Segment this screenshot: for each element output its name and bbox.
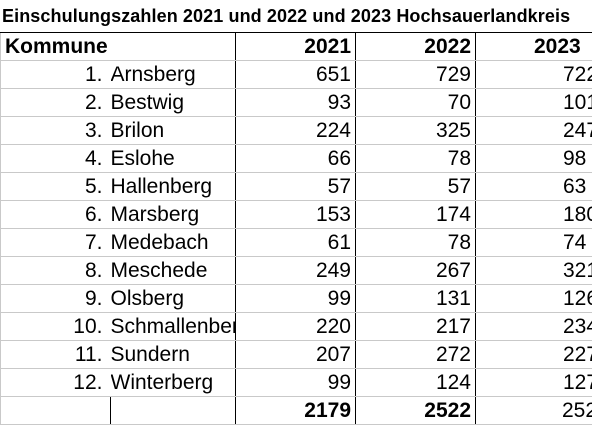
row-name[interactable]: Hallenberg xyxy=(110,172,236,201)
table-row: 2.Bestwig9370101 xyxy=(0,88,592,117)
cell-2022[interactable]: 325 xyxy=(355,116,476,145)
row-name[interactable]: Olsberg xyxy=(110,284,236,313)
total-empty[interactable] xyxy=(0,396,111,425)
total-empty-2[interactable] xyxy=(110,396,236,425)
table-row: 7. Medebach 61 78 74 xyxy=(0,228,592,257)
cell-2023[interactable]: 722 xyxy=(475,60,592,89)
header-2021[interactable]: 2021 xyxy=(235,32,356,61)
cell-2022[interactable]: 272 xyxy=(355,340,476,369)
row-name[interactable]: Arnsberg xyxy=(110,60,236,89)
cell-2022[interactable]: 729 xyxy=(355,60,476,89)
cell-2022[interactable]: 78 xyxy=(355,144,476,173)
table-row: 10.Schmallenberg220217234 xyxy=(0,312,592,341)
total-2023[interactable]: 2520 xyxy=(475,396,592,425)
cell-2022[interactable]: 217 xyxy=(355,312,476,341)
header-2023[interactable]: 2023 xyxy=(475,32,592,61)
row-index[interactable]: 4. xyxy=(0,144,111,173)
cell-2022[interactable]: 70 xyxy=(355,88,476,117)
cell-2023[interactable]: 101 xyxy=(475,88,592,117)
total-row: 217925222520 xyxy=(0,396,592,425)
header-2022[interactable]: 2022 xyxy=(355,32,476,61)
table-row: 12.Winterberg99124127 xyxy=(0,368,592,397)
table-row: 8.Meschede249267321 xyxy=(0,256,592,285)
cell-2023[interactable]: 247 xyxy=(475,116,592,145)
cell-2022[interactable]: 124 xyxy=(355,368,476,397)
row-name[interactable]: Marsberg xyxy=(110,200,236,229)
row-index[interactable]: 3. xyxy=(0,116,111,145)
cell-2021[interactable]: 61 xyxy=(235,228,356,257)
row-name[interactable]: Meschede xyxy=(110,256,236,285)
row-name[interactable]: Schmallenberg xyxy=(110,312,236,341)
row-index[interactable]: 1. xyxy=(0,60,111,89)
cell-2021[interactable]: 651 xyxy=(235,60,356,89)
cell-2022[interactable]: 57 xyxy=(355,172,476,201)
cell-2021[interactable]: 66 xyxy=(235,144,356,173)
row-name[interactable]: Brilon xyxy=(110,116,236,145)
header-row: Kommune 2021 2022 2023 xyxy=(0,32,592,61)
row-index[interactable]: 5. xyxy=(0,172,111,201)
table-row: 3.Brilon224325247 xyxy=(0,116,592,145)
cell-2022[interactable]: 78 xyxy=(355,228,476,257)
row-name[interactable]: Winterberg xyxy=(110,368,236,397)
row-name[interactable]: Sundern xyxy=(110,340,236,369)
cell-2021[interactable]: 57 xyxy=(235,172,356,201)
data-table: Kommune 2021 2022 2023 1. Arnsberg 651 729 7… xyxy=(0,32,592,425)
cell-2021[interactable]: 99 xyxy=(235,284,356,313)
cell-2021[interactable]: 224 xyxy=(235,116,356,145)
cell-2022[interactable]: 131 xyxy=(355,284,476,313)
cell-2023[interactable]: 127 xyxy=(475,368,592,397)
table-row: 4. Eslohe 66 78 98 xyxy=(0,144,592,173)
header-kommune[interactable]: Kommune xyxy=(0,32,236,61)
cell-2023[interactable]: 180 xyxy=(475,200,592,229)
table-row: 11.Sundern207272227 xyxy=(0,340,592,369)
cell-2021[interactable]: 249 xyxy=(235,256,356,285)
row-name[interactable]: Bestwig xyxy=(110,88,236,117)
sheet-title: Einschulungszahlen 2021 und 2022 und 202… xyxy=(2,6,571,26)
cell-2021[interactable]: 93 xyxy=(235,88,356,117)
row-index[interactable]: 2. xyxy=(0,88,111,117)
table-row: 6.Marsberg153174180 xyxy=(0,200,592,229)
row-index[interactable]: 9. xyxy=(0,284,111,313)
cell-2023[interactable]: 227 xyxy=(475,340,592,369)
cell-2023[interactable]: 126 xyxy=(475,284,592,313)
row-index[interactable]: 10. xyxy=(0,312,111,341)
table-row: 9.Olsberg99131126 xyxy=(0,284,592,313)
cell-2023[interactable]: 321 xyxy=(475,256,592,285)
cell-2023[interactable]: 63 xyxy=(475,172,592,201)
row-name[interactable]: Medebach xyxy=(110,228,236,257)
cell-2021[interactable]: 153 xyxy=(235,200,356,229)
total-2021[interactable]: 2179 xyxy=(235,396,356,425)
cell-2022[interactable]: 174 xyxy=(355,200,476,229)
total-2022[interactable]: 2522 xyxy=(355,396,476,425)
cell-2023[interactable]: 234 xyxy=(475,312,592,341)
cell-2021[interactable]: 207 xyxy=(235,340,356,369)
row-index[interactable]: 8. xyxy=(0,256,111,285)
row-name[interactable]: Eslohe xyxy=(110,144,236,173)
cell-2021[interactable]: 220 xyxy=(235,312,356,341)
row-index[interactable]: 12. xyxy=(0,368,111,397)
row-index[interactable]: 11. xyxy=(0,340,111,369)
row-index[interactable]: 6. xyxy=(0,200,111,229)
row-index[interactable]: 7. xyxy=(0,228,111,257)
cell-2022[interactable]: 267 xyxy=(355,256,476,285)
table-row: 5. Hallenberg 57 57 63 xyxy=(0,172,592,201)
cell-2023[interactable]: 74 xyxy=(475,228,592,257)
cell-2021[interactable]: 99 xyxy=(235,368,356,397)
cell-2023[interactable]: 98 xyxy=(475,144,592,173)
